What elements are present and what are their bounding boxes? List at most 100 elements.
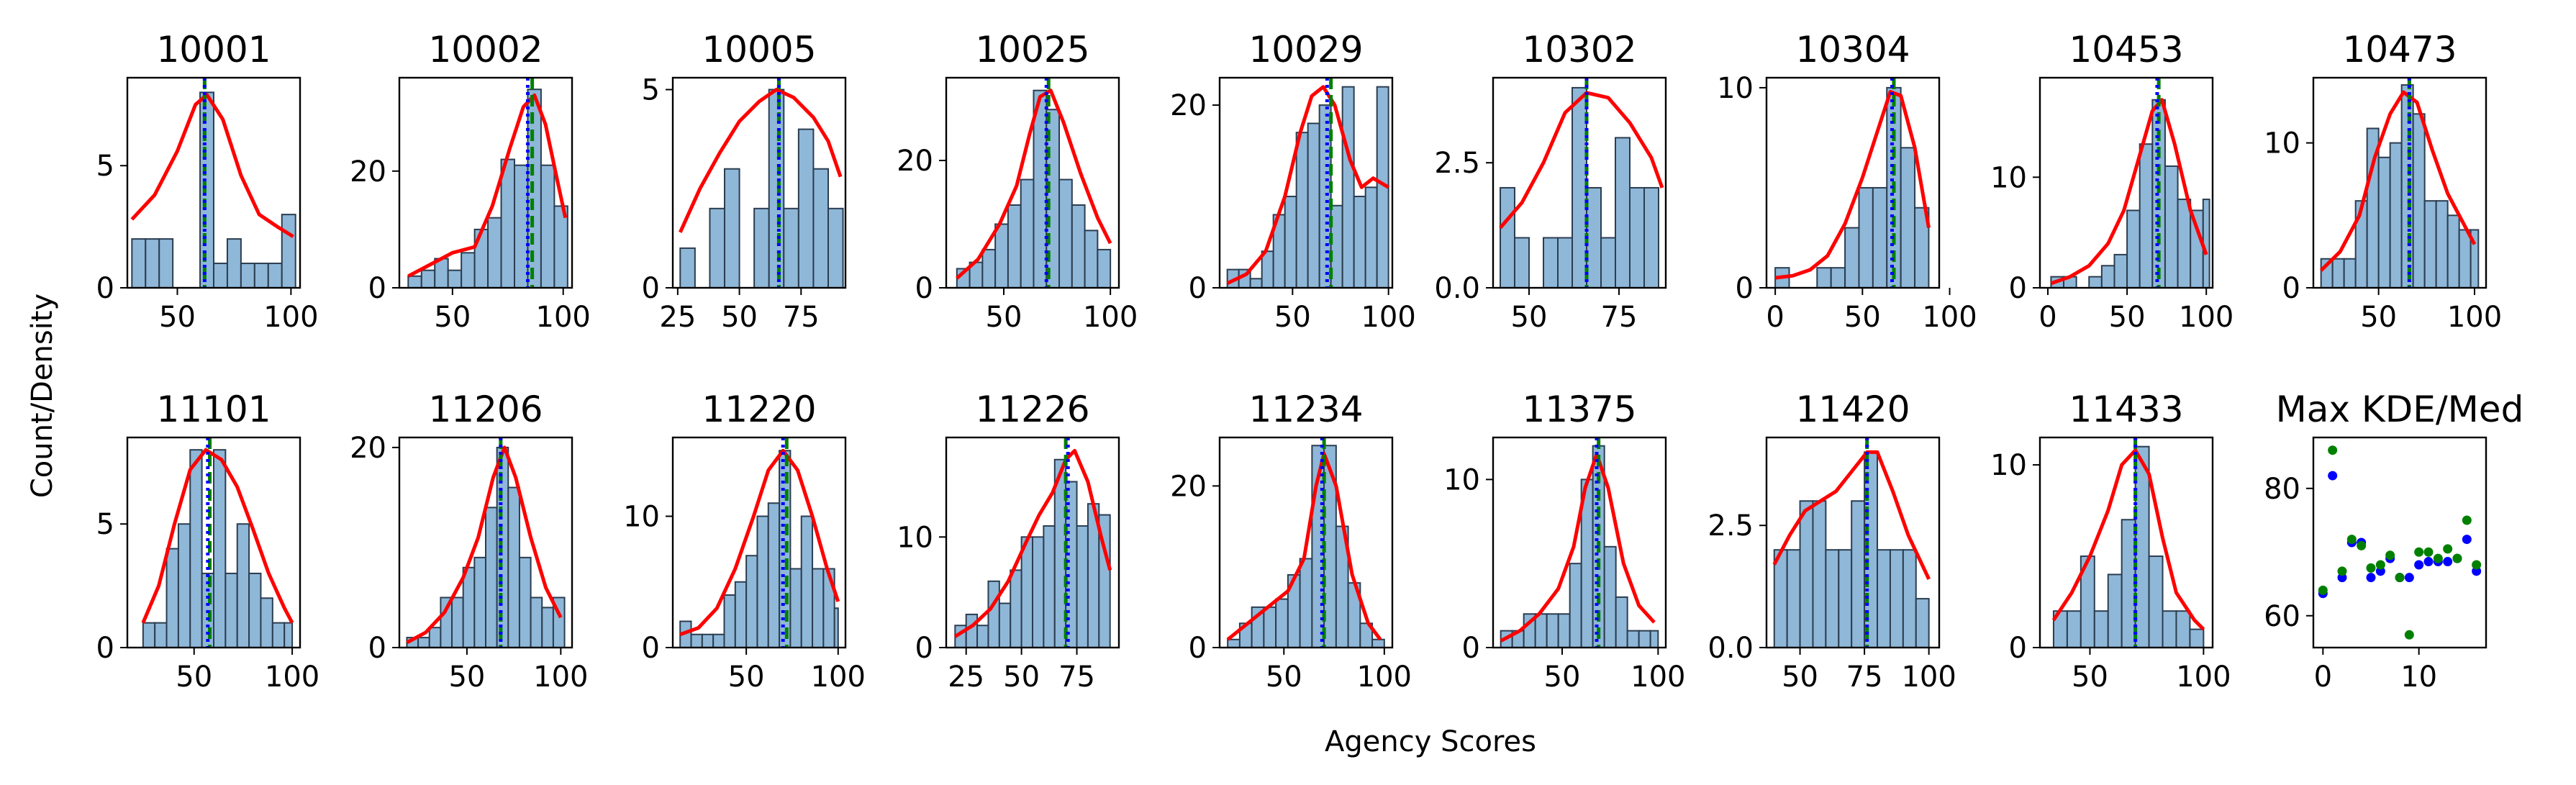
histogram-bar [1844,227,1860,289]
x-tick-label: 100 [263,301,318,334]
histogram-bar [461,252,476,289]
y-tick-label: 5 [96,508,114,541]
y-tick-label: 0 [1189,272,1207,305]
histogram-bar [496,446,509,649]
scatter-point [2375,560,2385,570]
histogram-bar [701,633,715,648]
y-tick-label: 10 [1990,161,2027,194]
panel-10005: 10005 25 50 75 0 5 [642,29,847,334]
histogram-bar [1020,536,1033,648]
scatter-point [2328,445,2338,455]
histogram-bar [1872,186,1888,289]
histogram-bar [812,168,830,289]
histogram-bar [2189,628,2205,649]
histogram-bar [1626,630,1640,649]
histogram-bar [2423,200,2437,289]
histogram-bar [2389,142,2403,289]
scatter-point [2404,573,2414,583]
y-tick-label: 20 [350,432,386,465]
x-tick-label: 100 [1631,661,1685,694]
histogram-bar [2177,199,2192,289]
histogram-bar [1812,500,1827,648]
y-tick-label: 10 [623,501,660,534]
histogram-bar [2066,610,2082,649]
histogram-bar [462,566,476,648]
y-tick-label: 0 [2282,272,2300,305]
histogram-bar [240,263,255,289]
kde-curve [1774,90,1931,280]
histogram-bar [2164,165,2179,289]
histogram-bar [420,269,436,289]
histogram-bar [1295,132,1309,289]
y-tick-label: 0 [96,272,114,305]
panel-title: 11220 [702,389,816,430]
x-tick-label: 50 [721,301,758,334]
panel-title: 10029 [1248,29,1363,71]
panel-title: 10005 [702,29,816,71]
histogram-bar [1557,237,1573,289]
histogram-bar [1299,558,1313,649]
x-tick-label: 75 [1058,661,1095,694]
panel-title: 11234 [1248,389,1363,430]
y-tick-label: 60 [2264,600,2300,633]
axes-frame [1765,76,1941,289]
histogram-bar [1615,137,1631,289]
kde-curve [679,448,840,637]
axes-frame [2038,436,2214,649]
kde-curve [2050,98,2208,286]
kde-curve [679,88,843,233]
x-tick-label: 0 [1766,301,1784,334]
panel-title: 11420 [1795,389,1910,430]
histogram-bar [1249,278,1263,289]
histogram-bar [142,622,156,648]
panel-title: 11206 [428,389,543,430]
histogram-bar [1799,500,1814,648]
x-tick-label: 100 [2447,301,2502,334]
scatter-point [2462,515,2472,525]
histogram-bar [1307,122,1320,289]
x-tick-label: 100 [2179,301,2233,334]
histogram-bar [2458,229,2472,289]
panel-11220: 11220 50 100 0 10 [623,389,866,694]
x-tick-label: 50 [176,661,212,694]
kde-curve [1226,85,1389,285]
histogram-bar [271,622,286,648]
histogram-bar [745,555,758,648]
y-tick-label: 0 [1462,632,1480,665]
histogram-bar [1032,536,1045,648]
histogram-bar [2377,156,2391,289]
x-tick-label: 100 [1357,661,1412,694]
x-tick-label: 50 [1266,661,1302,694]
scatter-point [2423,547,2434,557]
y-tick-label: 5 [642,74,660,107]
histogram-bar [1097,248,1112,289]
histogram-bar [2134,445,2150,649]
y-tick-label: 0 [368,272,386,305]
y-tick-label: 2.5 [1434,147,1480,180]
x-tick-label: 50 [434,301,471,334]
histogram-bar [2162,610,2177,649]
scatter-point [2366,573,2376,583]
y-tick-label: 20 [897,145,933,178]
histogram-bar [1557,613,1571,649]
histogram-bar [981,248,997,289]
x-tick-label: 100 [1361,301,1415,334]
histogram-bar [1500,186,1515,289]
histogram-bar [260,597,273,649]
histogram-bar [1263,606,1277,648]
histogram-bar [226,238,242,289]
panel-10001: 10001 50 100 0 5 [96,29,319,334]
histogram-bar [253,263,269,289]
axes-frame [2312,436,2487,649]
scatter-point [2366,563,2376,573]
y-tick-label: 2.5 [1707,509,1754,543]
axes-frame [1765,436,1941,649]
histogram-bar [428,627,442,649]
x-tick-label: 100 [1083,301,1138,334]
histogram-bar [1007,204,1022,289]
scatter-point [2318,585,2328,595]
scatter-point [2443,557,2453,567]
histogram-bar [189,449,203,648]
y-tick-label: 0 [2009,632,2027,665]
x-tick-label: 50 [1003,661,1040,694]
